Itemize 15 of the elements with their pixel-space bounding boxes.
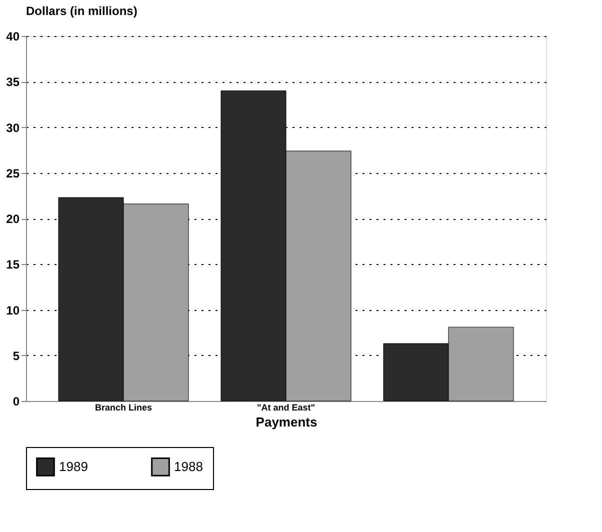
y-tick-label: 20 [6, 212, 20, 226]
y-tick-label: 15 [6, 258, 20, 272]
y-tick-label: 5 [12, 348, 20, 363]
legend-label: 1988 [174, 458, 203, 474]
y-axis-title: Dollars (in millions) [26, 4, 138, 18]
legend-label: 1989 [59, 458, 88, 474]
y-tick-label: 25 [6, 166, 20, 180]
y-tick-label: 30 [6, 120, 20, 135]
y-tick-label: 35 [6, 75, 20, 90]
x-tick-label: Branch Lines [94, 402, 152, 412]
y-tick-label: 10 [6, 303, 20, 318]
y-tick-label: 40 [6, 30, 20, 44]
y-tick-label: 0 [12, 394, 20, 408]
x-axis-title: Payments [256, 414, 318, 430]
x-tick-label: "At and East" [256, 402, 316, 412]
